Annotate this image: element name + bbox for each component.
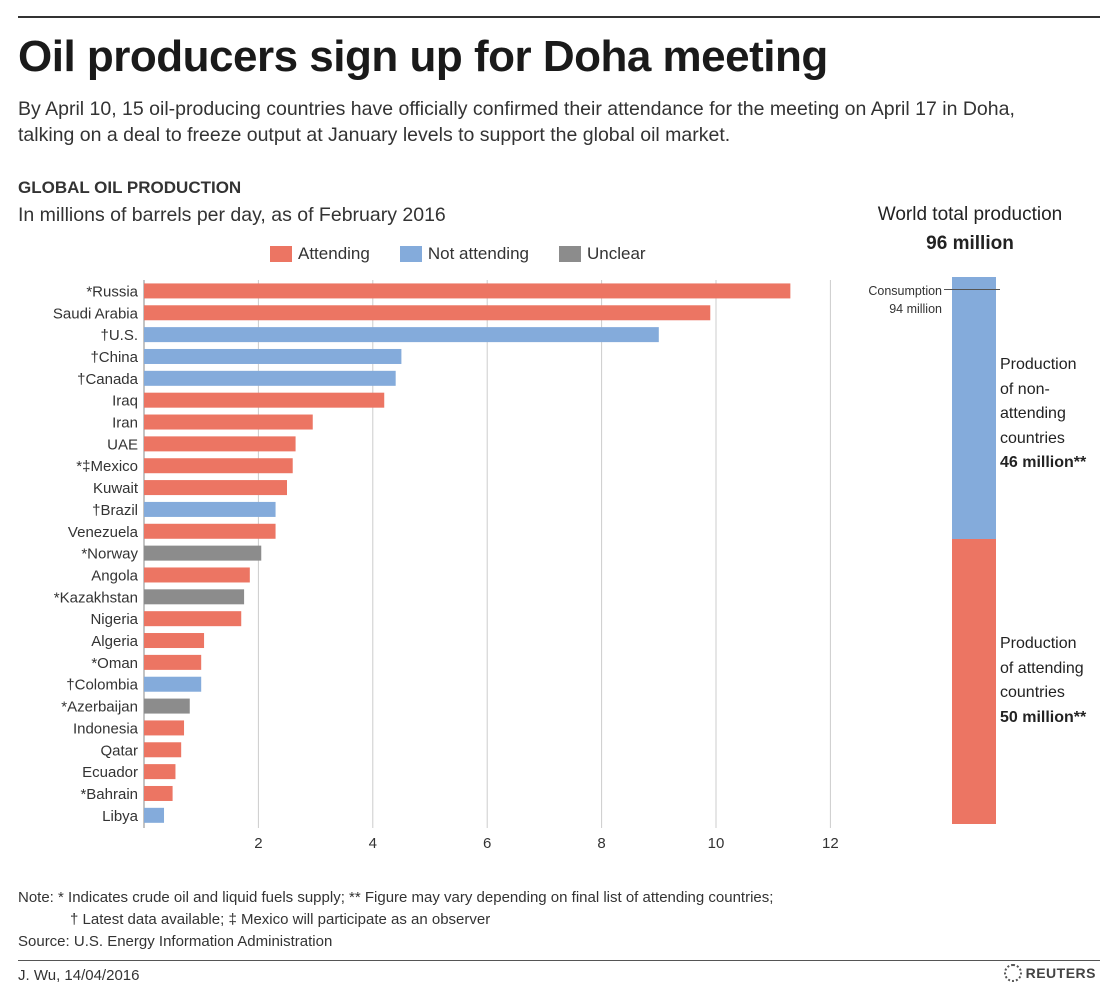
bar (144, 370, 396, 386)
units-label: In millions of barrels per day, as of Fe… (18, 204, 446, 226)
legend-not-attending: Not attending (399, 243, 529, 265)
consumption-label-line2: 94 million (889, 302, 942, 316)
non-attending-text: Production of non- attending countries 4… (1000, 353, 1086, 476)
bar (144, 676, 202, 692)
attending-amount: 50 million** (1000, 708, 1087, 726)
x-tick-label: 12 (822, 835, 839, 852)
category-label: Saudi Arabia (53, 305, 139, 322)
bar (144, 698, 190, 714)
bar (144, 283, 791, 299)
x-tick-label: 4 (369, 835, 377, 852)
subtitle: By April 10, 15 oil-producing countries … (18, 98, 1015, 146)
bar (144, 545, 262, 561)
reuters-logo-text: REUTERS (1025, 965, 1096, 981)
category-label: Venezuela (68, 524, 139, 541)
legend: Attending Not attending Unclear (270, 243, 646, 265)
legend-swatch-unclear (558, 246, 581, 262)
category-label: Ecuador (82, 764, 138, 781)
attending-line1: Production (1000, 635, 1077, 652)
category-label: Angola (91, 567, 138, 584)
source-note: Source: U.S. Energy Information Administ… (18, 933, 333, 950)
category-label: †China (90, 349, 138, 366)
non-attending-line1: Production (1000, 356, 1077, 373)
bar (144, 611, 242, 627)
category-label: *Azerbaijan (61, 699, 138, 716)
bar (144, 720, 185, 736)
bar (144, 633, 205, 649)
category-label: Qatar (100, 742, 138, 759)
world-bar-non-attending (952, 277, 996, 540)
consumption-label-line1: Consumption (868, 284, 942, 298)
category-label: †Colombia (66, 677, 138, 694)
category-label: *Oman (91, 655, 138, 672)
x-tick-label: 8 (597, 835, 605, 852)
attending-line3: countries (1000, 684, 1065, 701)
world-total-label: World total production (877, 204, 1063, 225)
category-label: Indonesia (73, 720, 139, 737)
non-attending-amount: 46 million** (1000, 454, 1087, 471)
legend-unclear: Unclear (558, 243, 646, 265)
consumption-marker (944, 289, 1000, 290)
category-label: *Kazakhstan (54, 589, 138, 606)
legend-attending: Attending (270, 243, 370, 265)
note-line-2: † Latest data available; ‡ Mexico will p… (70, 911, 491, 928)
bar (144, 305, 711, 321)
category-label: *Bahrain (80, 786, 138, 803)
bar (144, 764, 176, 780)
world-total-value: 96 million (926, 233, 1014, 254)
page-title: Oil producers sign up for Doha meeting (18, 32, 828, 81)
bar (144, 480, 287, 496)
legend-swatch-attending (270, 246, 292, 262)
credit-line: J. Wu, 14/04/2016 (18, 967, 140, 984)
category-label: Iran (112, 415, 138, 432)
category-label: Nigeria (90, 611, 138, 628)
bar (144, 589, 245, 605)
bar (144, 742, 182, 758)
category-label: Iraq (112, 393, 138, 410)
bar (144, 523, 276, 539)
category-label: Libya (102, 808, 139, 825)
bar (144, 501, 276, 517)
bar (144, 567, 250, 583)
category-label: †U.S. (100, 327, 138, 344)
world-bar-attending (952, 539, 996, 824)
legend-label-unclear: Unclear (586, 244, 646, 263)
bar-chart: 2 4 6 8 10 12 *Russia Saudi Arabia †U.S. †China †C… (53, 280, 839, 852)
bar (144, 414, 313, 430)
bar (144, 807, 165, 823)
bar (144, 654, 202, 670)
bottom-rule (18, 960, 1100, 961)
legend-label-not-attending: Not attending (427, 244, 529, 263)
bar (144, 348, 402, 364)
category-label: Algeria (91, 633, 138, 650)
x-tick-label: 10 (708, 835, 725, 852)
category-label: *‡Mexico (76, 458, 138, 475)
x-tick-label: 2 (254, 835, 262, 852)
bar (144, 458, 293, 474)
legend-swatch-not-attending (399, 246, 422, 262)
non-attending-line3: attending (1000, 405, 1066, 422)
category-label: *Russia (86, 283, 138, 300)
reuters-logo: REUTERS (1003, 964, 1096, 982)
attending-line2: of attending (1000, 659, 1084, 677)
bar (144, 785, 173, 801)
reuters-dots-icon (1003, 964, 1022, 982)
category-label: †Brazil (92, 502, 138, 519)
top-rule (18, 16, 1100, 18)
category-label: †Canada (77, 371, 139, 388)
category-label: UAE (107, 436, 138, 453)
non-attending-line4: countries (1000, 429, 1065, 447)
bar (144, 392, 385, 408)
section-title: GLOBAL OIL PRODUCTION (18, 178, 242, 197)
note-line-1: Note: * Indicates crude oil and liquid f… (18, 889, 774, 906)
consumption-label: Consumption 94 million (868, 282, 942, 318)
category-label: Kuwait (93, 480, 139, 497)
x-tick-label: 6 (483, 835, 491, 852)
category-label: *Norway (81, 546, 138, 563)
legend-label-attending: Attending (298, 244, 370, 263)
non-attending-line2: of non- (1000, 380, 1050, 398)
bar (144, 436, 296, 452)
bar (144, 327, 659, 343)
attending-text: Production of attending countries 50 mil… (1000, 632, 1086, 730)
